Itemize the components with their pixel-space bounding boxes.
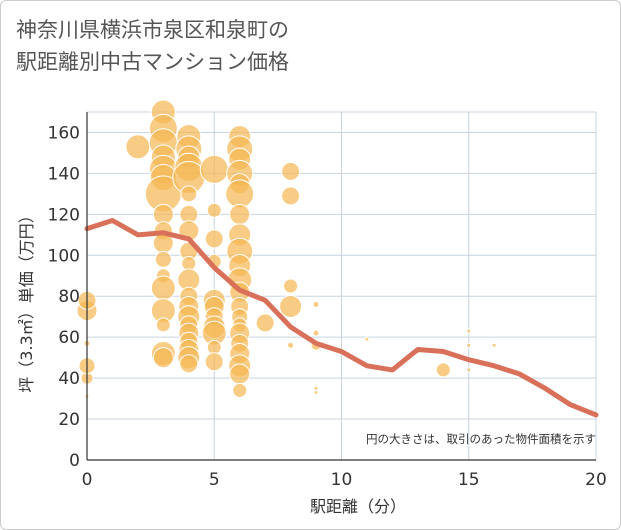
bubble-point-91 bbox=[466, 342, 472, 348]
bubble-point-85 bbox=[313, 385, 319, 391]
bubble-point-82 bbox=[312, 300, 320, 308]
bubble-point-89 bbox=[435, 362, 451, 378]
bubble-point-75 bbox=[232, 382, 248, 398]
bubble-point-92 bbox=[466, 367, 472, 373]
bubble-point-78 bbox=[281, 186, 301, 206]
trend-line bbox=[84, 217, 599, 418]
x-tick-label-10: 10 bbox=[331, 470, 353, 490]
y-tick-label-140: 140 bbox=[48, 164, 80, 184]
bubble-point-61 bbox=[229, 203, 251, 225]
y-tick-label-20: 20 bbox=[58, 410, 80, 430]
chart-title: 神奈川県横浜市泉区和泉町の 駅距離別中古マンション価格 bbox=[16, 14, 606, 78]
bubble-point-87 bbox=[364, 336, 370, 342]
bubble-point-46 bbox=[204, 229, 224, 249]
x-tick-label-15: 15 bbox=[458, 470, 480, 490]
x-tick-labels: 0 5 10 15 20 bbox=[82, 470, 607, 490]
x-tick-label-20: 20 bbox=[585, 470, 607, 490]
y-tick-labels: 0 20 40 60 80 100 120 140 160 bbox=[48, 123, 80, 471]
bubble-point-54 bbox=[204, 352, 224, 372]
trend-series bbox=[84, 217, 599, 418]
y-tick-label-120: 120 bbox=[48, 205, 80, 225]
bubble-point-45 bbox=[206, 202, 222, 218]
axes bbox=[86, 112, 596, 461]
bubble-point-21 bbox=[155, 317, 171, 333]
y-axis-label: 坪（3.3㎡）単価（万円） bbox=[17, 207, 36, 392]
bubble-point-86 bbox=[313, 389, 319, 395]
y-tick-label-100: 100 bbox=[48, 246, 80, 266]
chart-title-line-1: 神奈川県横浜市泉区和泉町の bbox=[16, 18, 289, 42]
y-tick-label-60: 60 bbox=[58, 328, 80, 348]
x-tick-label-5: 5 bbox=[209, 470, 220, 490]
bubble-point-17 bbox=[154, 250, 172, 268]
bubble-point-83 bbox=[312, 329, 320, 337]
y-tick-label-80: 80 bbox=[58, 287, 80, 307]
bubble-point-44 bbox=[199, 154, 229, 184]
bubble-size-note: 円の大きさは、取引のあった物件面積を示す bbox=[366, 432, 596, 446]
bubble-point-77 bbox=[281, 161, 301, 181]
chart-title-line-2: 駅距離別中古マンション価格 bbox=[16, 50, 289, 74]
bubble-point-90 bbox=[466, 328, 472, 334]
bubble-point-29 bbox=[180, 185, 198, 203]
x-axis-label: 駅距離（分） bbox=[310, 497, 406, 516]
bubble-point-74 bbox=[229, 363, 251, 385]
bubble-point-43 bbox=[179, 354, 199, 374]
y-tick-label-0: 0 bbox=[69, 451, 80, 471]
y-tick-label-40: 40 bbox=[58, 369, 80, 389]
bubble-point-79 bbox=[283, 278, 299, 294]
bubble-point-19 bbox=[150, 275, 176, 301]
x-tick-label-0: 0 bbox=[82, 470, 93, 490]
bubble-point-80 bbox=[279, 294, 303, 318]
bubble-point-60 bbox=[225, 179, 255, 209]
bubble-point-6 bbox=[125, 134, 151, 160]
bubble-point-76 bbox=[255, 313, 275, 333]
bubble-point-81 bbox=[287, 341, 295, 349]
y-tick-label-160: 160 bbox=[48, 123, 80, 143]
bubble-point-23 bbox=[152, 347, 174, 369]
bubble-series bbox=[76, 99, 497, 400]
bubble-point-93 bbox=[491, 342, 497, 348]
